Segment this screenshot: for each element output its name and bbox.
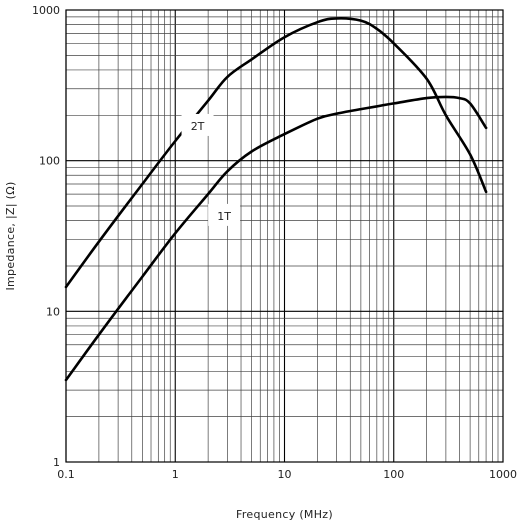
x-axis-title: Frequency (MHz) (236, 508, 333, 521)
y-axis-title: Impedance, |Z| (Ω) (4, 181, 17, 290)
series-line-2t (64, 17, 488, 289)
plot-frame (65, 9, 504, 463)
series-lines (64, 17, 488, 382)
y-tick-label: 1 (53, 456, 60, 469)
x-axis-ticks: 0.1 1 10 100 1000 (57, 468, 517, 481)
series-label-1t: 1T (217, 210, 231, 223)
y-tick-label: 100 (39, 155, 60, 168)
series-labels: 2T 1T (181, 113, 241, 226)
x-tick-label: 1 (172, 468, 179, 481)
series-label-background (181, 113, 214, 136)
x-tick-label: 1000 (489, 468, 517, 481)
series-label-background (208, 203, 241, 226)
x-tick-label: 0.1 (57, 468, 75, 481)
series-label-2t: 2T (191, 120, 205, 133)
y-tick-label: 10 (46, 305, 60, 318)
series-line-1t (64, 95, 488, 382)
y-tick-label: 1000 (32, 4, 60, 17)
x-tick-label: 100 (383, 468, 404, 481)
x-tick-label: 10 (278, 468, 292, 481)
y-axis-ticks: 1 10 100 1000 (32, 4, 60, 469)
chart-grid (65, 10, 503, 463)
